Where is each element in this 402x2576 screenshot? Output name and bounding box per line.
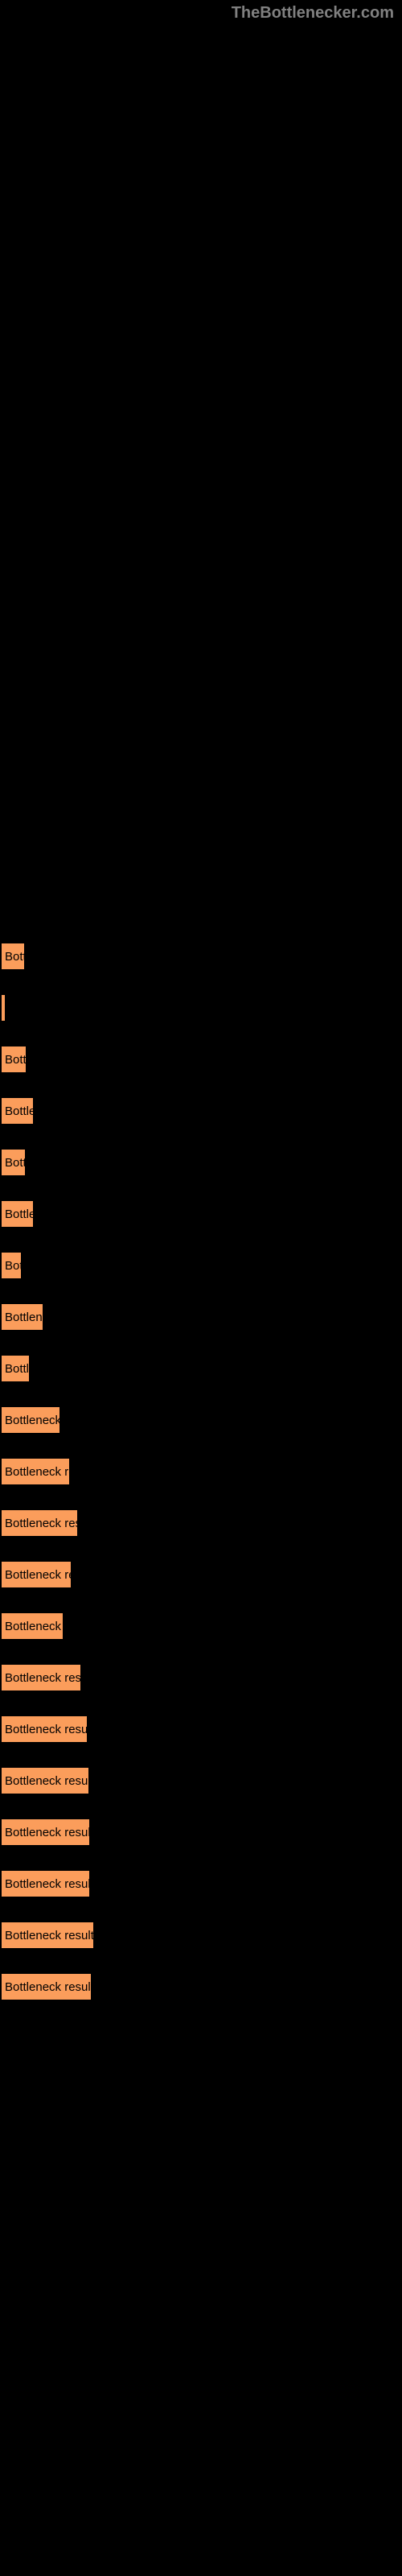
bar-row: Bottleneck result (0, 1972, 92, 2001)
watermark-text: TheBottlenecker.com (232, 4, 394, 23)
bottleneck-bar: Bottleneck result (0, 1406, 61, 1435)
bar-row: Bottleneck result (0, 993, 6, 1022)
bottleneck-bar: Bottleneck result (0, 1869, 91, 1898)
bar-row: Bottleneck result (0, 1715, 88, 1744)
bottleneck-bar: Bottleneck result (0, 1148, 27, 1177)
bar-row: Bottleneck result (0, 1148, 27, 1177)
bar-row: Bottleneck result (0, 1096, 35, 1125)
bottleneck-bar: Bottleneck result (0, 1199, 35, 1228)
bottleneck-bar: Bottleneck result (0, 1045, 27, 1074)
bar-row: Bottleneck result (0, 1663, 82, 1692)
bar-row: Bottleneck result (0, 1302, 44, 1331)
bar-row: Bottleneck result (0, 1560, 72, 1589)
bar-row: Bottleneck result (0, 1766, 90, 1795)
bottleneck-bar: Bottleneck result (0, 1663, 82, 1692)
bottleneck-bar: Bottleneck result (0, 993, 6, 1022)
bottleneck-bar: Bottleneck result (0, 1818, 91, 1847)
bottleneck-bar: Bottleneck result (0, 1560, 72, 1589)
bar-row: Bottleneck result (0, 1251, 23, 1280)
bar-row: Bottleneck result (0, 1199, 35, 1228)
bottleneck-bar: Bottleneck result (0, 1972, 92, 2001)
bottleneck-bar: Bottleneck result (0, 1251, 23, 1280)
bar-row: Bottleneck result (0, 1045, 27, 1074)
bottleneck-bar: Bottleneck result (0, 1096, 35, 1125)
bar-row: Bottleneck result (0, 1406, 61, 1435)
bar-row: Bottleneck result (0, 1921, 95, 1950)
bottleneck-bar: Bottleneck result (0, 1612, 64, 1641)
bottleneck-bar: Bottleneck result (0, 1921, 95, 1950)
bar-row: Bottleneck result (0, 942, 26, 971)
bar-row: Bottleneck result (0, 1869, 91, 1898)
bar-row: Bottleneck result (0, 1457, 71, 1486)
bottleneck-bar: Bottleneck result (0, 1354, 31, 1383)
bottleneck-bar: Bottleneck result (0, 1302, 44, 1331)
bar-row: Bottleneck result (0, 1612, 64, 1641)
bottleneck-bar: Bottleneck result (0, 1715, 88, 1744)
bottleneck-bar: Bottleneck result (0, 1766, 90, 1795)
bottleneck-bar: Bottleneck result (0, 1509, 79, 1538)
bar-row: Bottleneck result (0, 1818, 91, 1847)
bottleneck-bar: Bottleneck result (0, 1457, 71, 1486)
bar-row: Bottleneck result (0, 1509, 79, 1538)
bar-row: Bottleneck result (0, 1354, 31, 1383)
bottleneck-bar: Bottleneck result (0, 942, 26, 971)
